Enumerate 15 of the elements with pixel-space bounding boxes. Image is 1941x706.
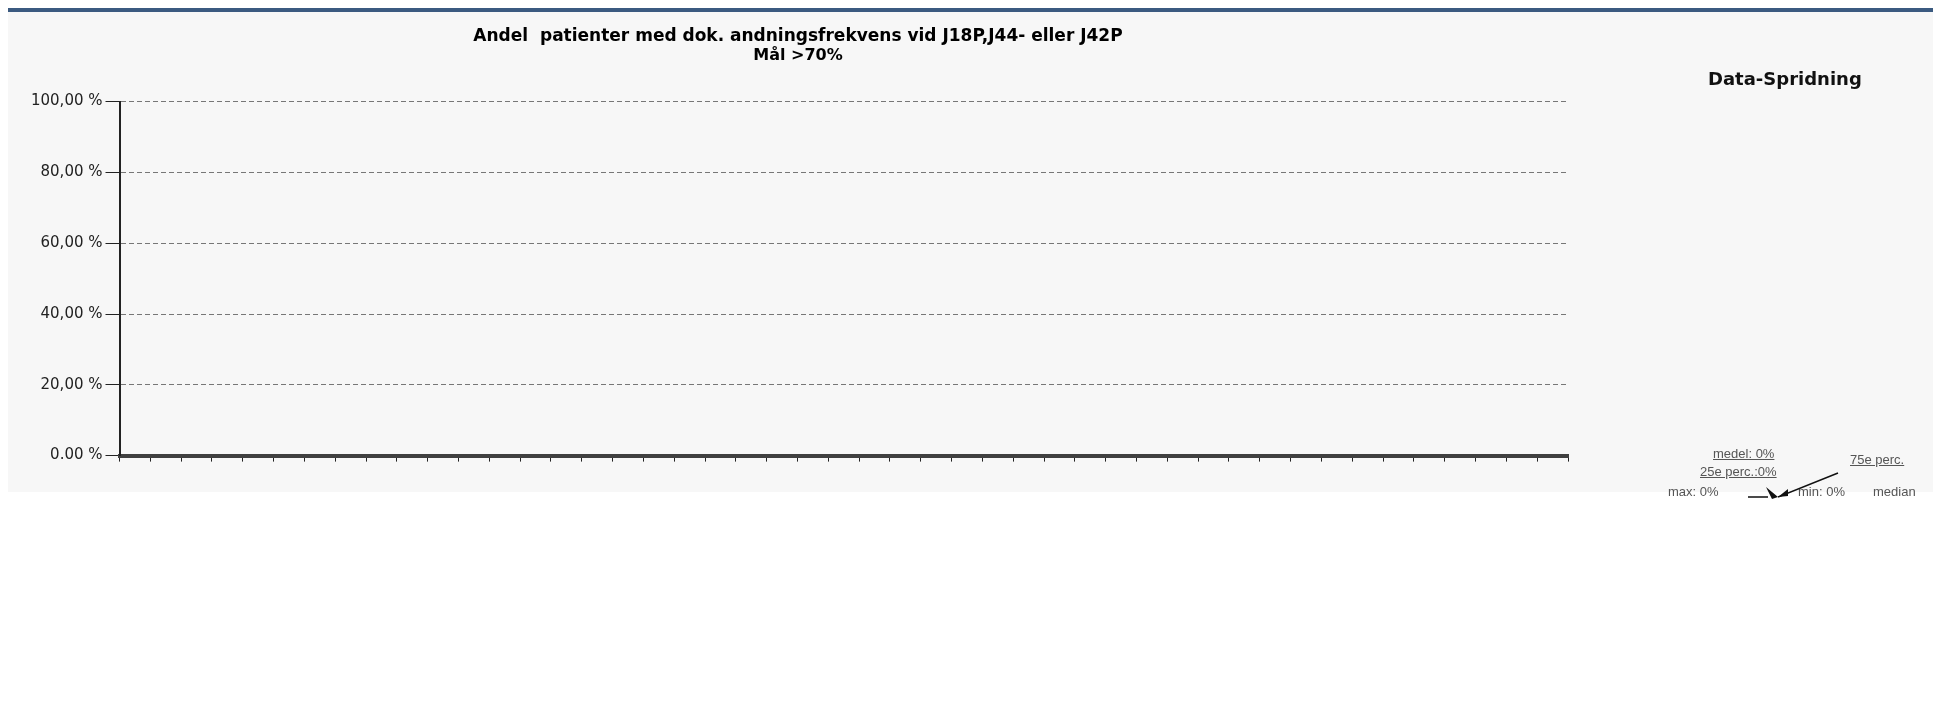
text: 25e perc.:0% [1700, 464, 1777, 479]
text: medel: 0% [1713, 446, 1775, 461]
y-tick-label: 100,00 % [30, 91, 103, 110]
y-tick-label: 80,00 % [40, 162, 103, 181]
text: median [1873, 484, 1916, 499]
y-tick-label: 60,00 % [40, 233, 103, 252]
text: min: 0% [1798, 484, 1845, 499]
text: 75e perc. [1850, 452, 1905, 467]
y-tick-label: 40,00 % [40, 303, 103, 322]
chart-subtitle: Mål >70% [753, 45, 843, 65]
y-tick-label: 20,00 % [40, 374, 103, 393]
text: max: 0% [1668, 484, 1719, 499]
y-tick-label: 0.00 % [50, 445, 103, 464]
text: Data-Spridning [1708, 68, 1862, 89]
chart-title: Andel patienter med dok. andningsfrekvens vid J18P,J44- eller J42P [473, 24, 1123, 45]
